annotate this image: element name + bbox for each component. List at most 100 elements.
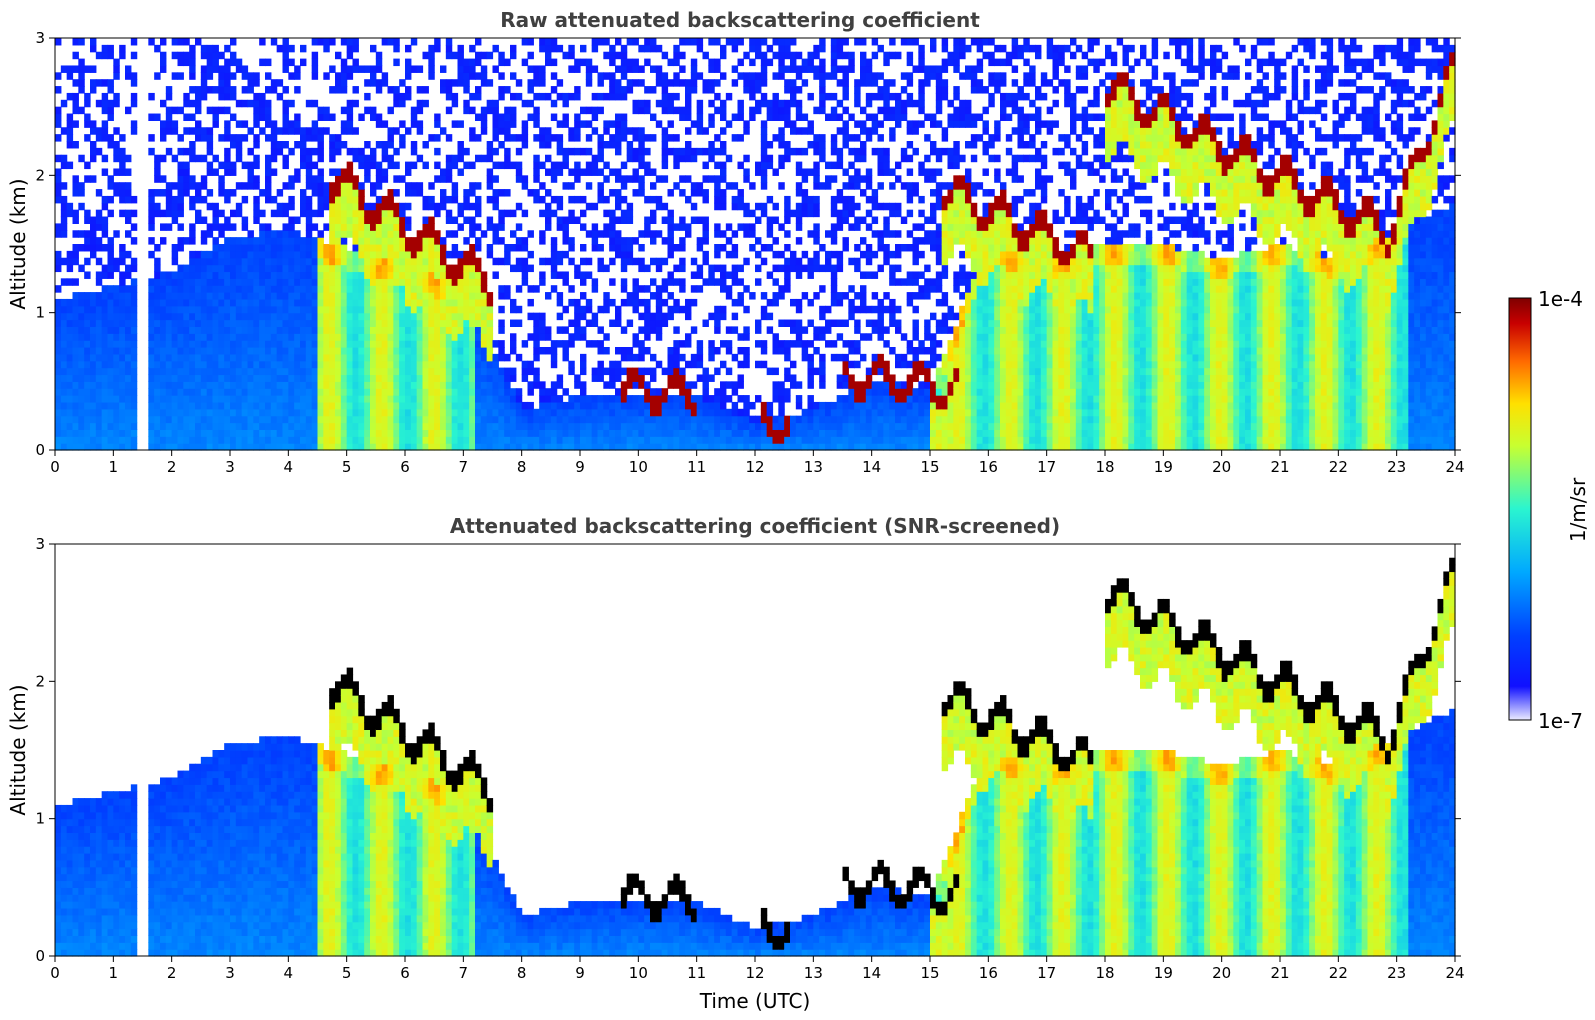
heatmap-cell (480, 443, 488, 451)
heatmap-cell (165, 127, 173, 135)
heatmap-cell (737, 72, 744, 80)
heatmap-cell (795, 237, 803, 245)
heatmap-cell (591, 161, 599, 170)
heatmap-cell (807, 381, 814, 389)
heatmap-cell (125, 340, 132, 348)
heatmap-cell (305, 367, 313, 376)
heatmap-cell (206, 292, 214, 300)
heatmap-cell (632, 408, 639, 417)
heatmap-cell (405, 436, 412, 444)
heatmap-cell (638, 312, 645, 321)
heatmap-cell (451, 367, 459, 376)
heatmap-cell (300, 395, 307, 403)
heatmap-cell (259, 374, 266, 382)
heatmap-cell (329, 182, 336, 190)
heatmap-cell (638, 264, 645, 273)
heatmap-cell (492, 408, 499, 417)
heatmap-cell (679, 216, 686, 224)
heatmap-cell (405, 250, 412, 259)
heatmap-cell (451, 285, 459, 293)
heatmap-cell (801, 127, 809, 135)
heatmap-cell (620, 264, 628, 273)
heatmap-cell (265, 113, 272, 121)
heatmap-cell (498, 92, 505, 101)
heatmap-cell (574, 422, 581, 430)
heatmap-cell (486, 305, 494, 314)
heatmap-cell (230, 92, 237, 101)
heatmap-cell (107, 374, 114, 382)
heatmap-cell (393, 395, 400, 403)
heatmap-cell (632, 395, 639, 403)
heatmap-cell (399, 388, 406, 396)
heatmap-cell (486, 99, 494, 108)
heatmap-cell (661, 408, 669, 417)
heatmap-cell (399, 175, 406, 183)
heatmap-cell (836, 401, 844, 410)
heatmap-cell (387, 127, 394, 135)
heatmap-cell (95, 209, 103, 218)
heatmap-cell (235, 436, 243, 444)
heatmap-cell (370, 278, 377, 286)
heatmap-cell (696, 264, 704, 273)
heatmap-cell (434, 161, 441, 170)
heatmap-cell (510, 106, 517, 115)
heatmap-cell (469, 305, 476, 314)
heatmap-cell (825, 401, 832, 410)
heatmap-cell (755, 264, 762, 273)
heatmap-cell (265, 106, 272, 115)
heatmap-cell (72, 305, 79, 314)
heatmap-cell (200, 401, 208, 410)
heatmap-cell (370, 44, 377, 53)
heatmap-cell (370, 436, 377, 444)
heatmap-cell (387, 395, 394, 403)
heatmap-cell (340, 237, 348, 245)
heatmap-cell (755, 202, 762, 211)
heatmap-cell (183, 443, 190, 451)
heatmap-cell (253, 381, 260, 389)
heatmap-cell (667, 401, 674, 410)
heatmap-cell (253, 72, 260, 80)
heatmap-cell (772, 298, 779, 307)
heatmap-cell (364, 401, 371, 410)
heatmap-cell (288, 401, 295, 410)
heatmap-cell (521, 257, 529, 266)
heatmap-cell (282, 326, 289, 334)
heatmap-cell (568, 298, 575, 307)
heatmap-cell (463, 292, 470, 300)
heatmap-cell (335, 408, 342, 417)
heatmap-cell (772, 92, 779, 101)
heatmap-cell (270, 436, 278, 444)
heatmap-cell (615, 92, 622, 101)
heatmap-cell (463, 367, 470, 376)
heatmap-cell (725, 367, 733, 376)
heatmap-cell (749, 58, 756, 67)
heatmap-cell (358, 319, 365, 327)
heatmap-cell (760, 92, 768, 101)
heatmap-cell (405, 312, 412, 321)
heatmap-cell (60, 388, 68, 396)
heatmap-cell (463, 422, 470, 430)
heatmap-cell (457, 58, 464, 67)
heatmap-cell (66, 436, 74, 444)
heatmap-cell (381, 38, 389, 46)
heatmap-cell (410, 271, 418, 279)
heatmap-cell (119, 347, 126, 355)
heatmap-cell (177, 182, 184, 190)
heatmap-cell (352, 381, 359, 389)
heatmap-cell (655, 72, 663, 80)
heatmap-cell (107, 182, 114, 190)
heatmap-cell (101, 347, 109, 355)
heatmap-cell (451, 415, 459, 424)
heatmap-cell (375, 415, 383, 424)
heatmap-cell (130, 79, 138, 87)
heatmap-cell (90, 381, 97, 389)
heatmap-cell (288, 381, 295, 389)
heatmap-cell (183, 360, 190, 369)
heatmap-cell (673, 51, 680, 60)
heatmap-cell (836, 381, 844, 389)
heatmap-cell (119, 51, 126, 60)
heatmap-cell (445, 312, 453, 321)
heatmap-cell (504, 388, 511, 396)
heatmap-cell (632, 340, 639, 348)
